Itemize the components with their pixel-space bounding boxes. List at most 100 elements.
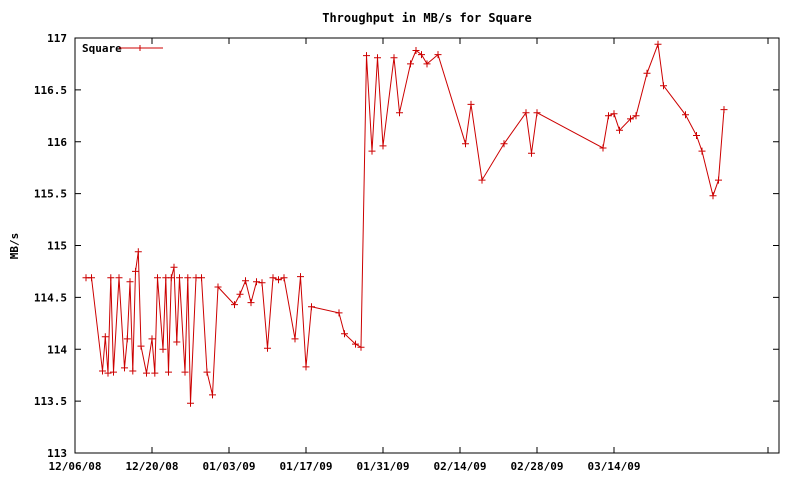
x-tick-label: 01/17/09 bbox=[280, 460, 333, 473]
data-point-marker bbox=[467, 100, 475, 108]
data-point-marker bbox=[134, 248, 142, 256]
chart-title: Throughput in MB/s for Square bbox=[322, 11, 532, 25]
y-tick-label: 114.5 bbox=[34, 291, 67, 304]
y-tick-label: 113.5 bbox=[34, 395, 67, 408]
data-point-marker bbox=[137, 342, 145, 350]
data-point-marker bbox=[198, 274, 205, 282]
x-tick-label: 12/20/08 bbox=[126, 460, 179, 473]
data-point-marker bbox=[209, 391, 216, 399]
y-axis: 113 113.5 114 114.5 115 115.5 116 116.5 117 bbox=[34, 32, 779, 460]
data-point-marker bbox=[264, 344, 271, 352]
data-point-marker bbox=[247, 299, 255, 307]
data-point-marker bbox=[129, 367, 137, 375]
data-point-marker bbox=[176, 274, 183, 282]
data-point-marker bbox=[203, 368, 211, 376]
data-point-marker bbox=[121, 364, 128, 372]
data-point-marker bbox=[357, 343, 365, 351]
data-point-marker bbox=[352, 340, 359, 348]
data-point-marker bbox=[231, 301, 238, 309]
data-point-marker bbox=[715, 176, 722, 184]
data-point-marker bbox=[167, 274, 175, 282]
data-point-marker bbox=[123, 335, 131, 343]
data-point-marker bbox=[269, 274, 277, 282]
data-point-marker bbox=[151, 369, 159, 377]
data-point-marker bbox=[159, 345, 167, 353]
data-point-marker bbox=[478, 176, 486, 184]
x-tick-label: 03/14/09 bbox=[588, 460, 641, 473]
data-point-marker bbox=[462, 140, 469, 148]
data-point-marker bbox=[187, 399, 194, 407]
x-tick-label: 02/28/09 bbox=[511, 460, 564, 473]
data-point-marker bbox=[341, 330, 348, 338]
data-point-marker bbox=[280, 274, 288, 282]
data-point-marker bbox=[101, 333, 109, 341]
data-point-marker bbox=[148, 335, 156, 343]
y-tick-label: 115 bbox=[47, 240, 67, 253]
y-tick-label: 117 bbox=[47, 32, 67, 45]
data-point-marker bbox=[335, 309, 343, 317]
data-point-marker bbox=[627, 115, 634, 123]
data-point-marker bbox=[275, 276, 282, 284]
data-point-marker bbox=[407, 60, 414, 68]
y-axis-label: MB/s bbox=[8, 233, 21, 260]
data-point-marker bbox=[693, 132, 700, 139]
data-point-marker bbox=[126, 278, 134, 286]
data-point-marker bbox=[682, 111, 689, 119]
data-point-marker bbox=[500, 140, 508, 148]
data-point-marker bbox=[599, 144, 607, 152]
series-line-square bbox=[86, 44, 725, 404]
data-point-marker bbox=[297, 273, 304, 281]
data-point-marker bbox=[214, 283, 222, 291]
data-point-marker bbox=[654, 40, 662, 48]
data-point-marker bbox=[236, 290, 244, 298]
data-point-marker bbox=[643, 69, 651, 77]
data-point-marker bbox=[165, 368, 172, 376]
data-point-marker bbox=[720, 106, 728, 114]
y-tick-label: 116 bbox=[47, 136, 67, 149]
data-point-marker bbox=[308, 303, 315, 311]
data-point-marker bbox=[698, 147, 706, 155]
data-point-marker bbox=[379, 142, 387, 150]
x-tick-label: 02/14/09 bbox=[434, 460, 487, 473]
legend-label: Square bbox=[82, 42, 122, 55]
x-tick-label: 01/03/09 bbox=[203, 460, 256, 473]
data-point-marker bbox=[528, 149, 535, 157]
data-point-marker bbox=[616, 126, 623, 134]
data-point-marker bbox=[632, 112, 640, 120]
data-point-marker bbox=[610, 110, 618, 118]
data-point-marker bbox=[368, 147, 376, 155]
data-point-marker bbox=[291, 335, 299, 343]
data-point-marker bbox=[253, 278, 260, 286]
data-point-marker bbox=[154, 274, 161, 282]
y-tick-label: 115.5 bbox=[34, 188, 67, 201]
x-axis: 12/06/08 12/20/08 01/03/09 01/17/09 01/31/09… bbox=[49, 38, 769, 473]
series-layer bbox=[82, 40, 728, 407]
y-tick-label: 116.5 bbox=[34, 84, 67, 97]
plot-frame bbox=[74, 37, 780, 454]
data-point-marker bbox=[107, 274, 115, 282]
data-point-marker bbox=[104, 369, 112, 377]
data-point-marker bbox=[110, 368, 117, 376]
data-point-marker bbox=[184, 274, 192, 282]
y-tick-label: 113 bbox=[47, 447, 67, 460]
x-tick-label: 01/31/09 bbox=[357, 460, 410, 473]
data-point-marker bbox=[302, 363, 310, 371]
data-point-marker bbox=[242, 277, 249, 285]
data-point-marker bbox=[423, 60, 431, 68]
data-point-marker bbox=[115, 274, 123, 282]
data-point-marker bbox=[99, 367, 106, 375]
x-tick-label: 12/06/08 bbox=[49, 460, 102, 473]
data-point-marker bbox=[533, 109, 541, 117]
data-point-marker bbox=[605, 112, 612, 120]
data-point-marker bbox=[418, 51, 425, 59]
data-point-marker bbox=[390, 54, 398, 62]
legend: Square bbox=[82, 42, 163, 55]
data-point-marker bbox=[170, 263, 178, 271]
data-point-marker bbox=[660, 82, 667, 90]
legend-marker-sample bbox=[137, 45, 143, 51]
data-point-marker bbox=[132, 267, 139, 275]
data-point-marker bbox=[709, 192, 717, 200]
y-tick-label: 114 bbox=[47, 343, 67, 356]
data-point-marker bbox=[396, 109, 403, 117]
